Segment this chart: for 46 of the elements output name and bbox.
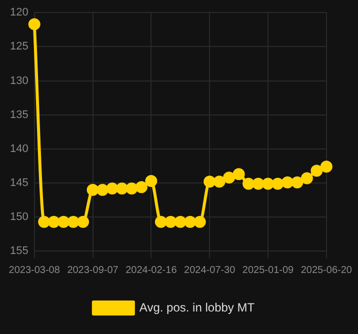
point xyxy=(232,168,245,180)
point xyxy=(204,176,216,188)
y-tick-label: 145 xyxy=(10,177,28,190)
point xyxy=(310,164,323,177)
point xyxy=(281,176,294,188)
point xyxy=(135,181,148,194)
point xyxy=(184,216,196,228)
y-tick-label: 125 xyxy=(10,40,28,53)
point xyxy=(28,18,40,30)
point xyxy=(67,216,80,228)
point xyxy=(194,216,206,228)
point xyxy=(106,182,118,194)
point xyxy=(262,178,274,190)
y-tick-label: 155 xyxy=(10,245,28,258)
point xyxy=(252,178,264,190)
x-tick-label: 2024-07-30 xyxy=(184,264,236,276)
point xyxy=(242,178,255,190)
legend-label: Avg. pos. in lobby MT xyxy=(139,300,256,314)
x-tick-label: 2023-03-08 xyxy=(8,264,60,276)
point xyxy=(223,172,236,184)
y-tick-label: 130 xyxy=(10,74,28,87)
point xyxy=(164,216,177,228)
point xyxy=(154,216,167,228)
y-tick-label: 150 xyxy=(10,211,28,224)
y-tick-label: 140 xyxy=(10,142,28,155)
point xyxy=(272,178,284,190)
point xyxy=(213,176,226,188)
x-tick-label: 2025-06-20 xyxy=(300,264,352,276)
point xyxy=(96,184,109,196)
point xyxy=(77,216,90,228)
point xyxy=(86,184,99,196)
point xyxy=(174,216,186,228)
x-tick-label: 2025-01-09 xyxy=(242,264,294,276)
point xyxy=(48,216,60,228)
y-tick-label: 135 xyxy=(10,108,28,121)
point xyxy=(320,160,332,173)
point xyxy=(145,174,158,187)
point xyxy=(38,216,50,228)
point xyxy=(300,172,313,184)
point xyxy=(116,182,128,194)
x-tick-label: 2023-09-07 xyxy=(67,264,119,276)
x-tick-label: 2024-02-16 xyxy=(126,264,178,276)
point xyxy=(126,182,138,194)
point xyxy=(58,216,70,228)
y-tick-label: 120 xyxy=(10,6,28,19)
point xyxy=(291,176,304,188)
